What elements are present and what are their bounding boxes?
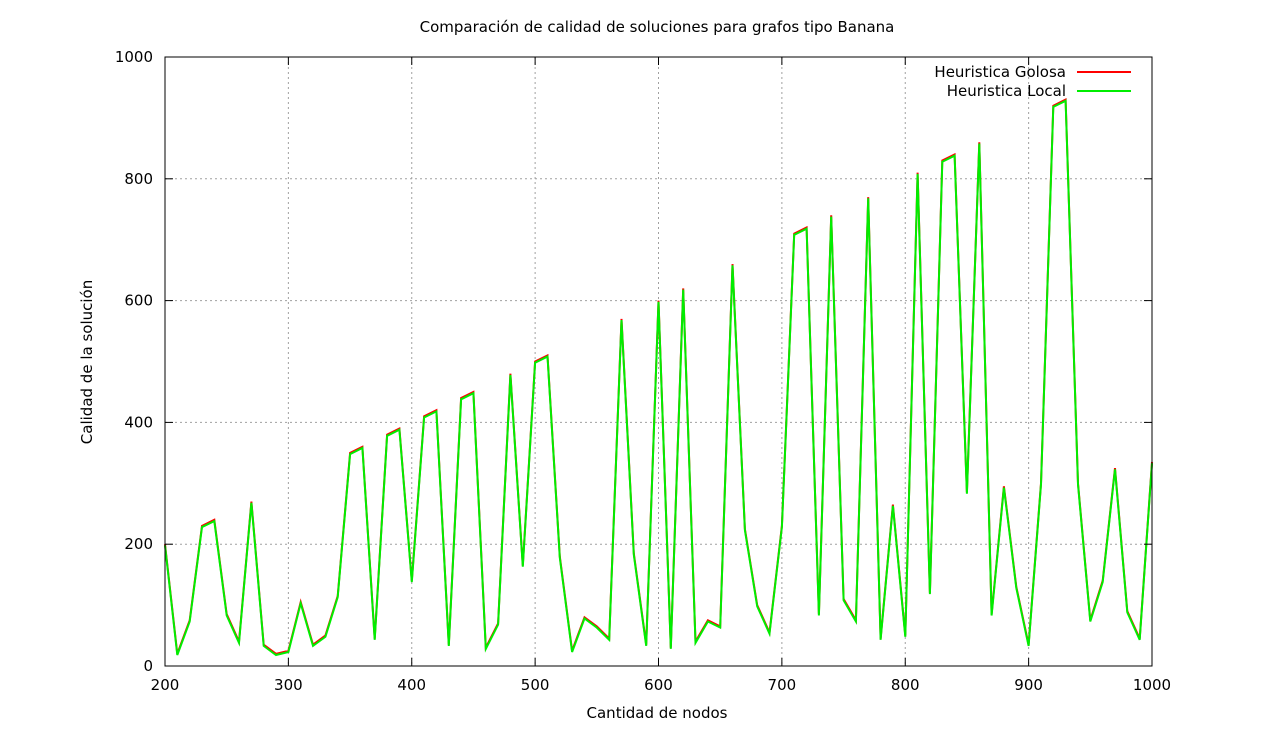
legend-label-1: Heuristica Golosa — [934, 63, 1066, 81]
y-tick-label: 800 — [124, 170, 153, 188]
x-tick-label: 300 — [274, 676, 303, 694]
x-tick-label: 1000 — [1133, 676, 1171, 694]
y-axis-label: Calidad de la solución — [78, 280, 96, 444]
y-tick-label: 600 — [124, 292, 153, 310]
x-tick-label: 500 — [521, 676, 550, 694]
x-tick-label: 400 — [397, 676, 426, 694]
x-tick-label: 900 — [1014, 676, 1043, 694]
x-tick-label: 800 — [891, 676, 920, 694]
y-tick-label: 0 — [143, 657, 153, 675]
x-tick-label: 200 — [151, 676, 180, 694]
x-tick-label: 600 — [644, 676, 673, 694]
grid — [165, 57, 1152, 666]
legend-label-2: Heuristica Local — [947, 82, 1066, 100]
series-line-2 — [164, 99, 1153, 657]
y-tick-label: 200 — [124, 535, 153, 553]
y-tick-label: 1000 — [115, 48, 153, 66]
x-tick-label: 700 — [768, 676, 797, 694]
y-tick-label: 400 — [124, 413, 153, 431]
chart-title: Comparación de calidad de soluciones par… — [420, 18, 895, 36]
axis-ticks: 200 300 400 500 600 700 800 900 1000020040060080… — [115, 48, 1171, 694]
x-axis-label: Cantidad de nodos — [587, 704, 728, 722]
series-layer — [164, 98, 1153, 657]
